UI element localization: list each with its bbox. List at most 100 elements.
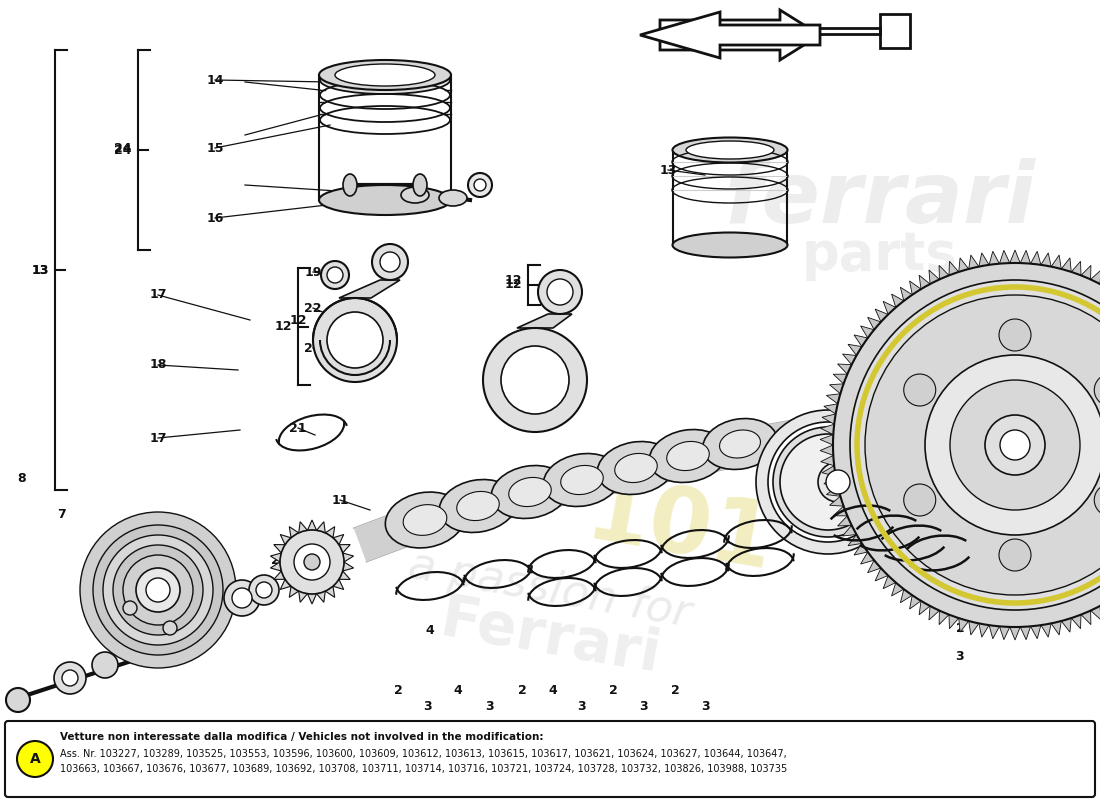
Polygon shape (307, 520, 317, 530)
Polygon shape (829, 496, 844, 506)
Polygon shape (343, 562, 353, 571)
Polygon shape (517, 314, 572, 328)
Ellipse shape (703, 418, 778, 470)
Polygon shape (854, 543, 868, 555)
Ellipse shape (439, 479, 517, 533)
Circle shape (80, 512, 236, 668)
Text: 3: 3 (640, 699, 648, 713)
Polygon shape (317, 591, 326, 602)
Polygon shape (1000, 250, 1010, 264)
Text: 2: 2 (956, 622, 965, 634)
Polygon shape (920, 275, 931, 289)
Circle shape (62, 670, 78, 686)
Polygon shape (969, 255, 979, 269)
Polygon shape (326, 526, 334, 538)
Circle shape (818, 462, 858, 502)
Polygon shape (1041, 623, 1052, 637)
Polygon shape (969, 621, 979, 635)
Circle shape (468, 173, 492, 197)
Circle shape (92, 652, 118, 678)
Polygon shape (910, 595, 921, 609)
Polygon shape (920, 601, 931, 614)
Circle shape (379, 252, 400, 272)
Polygon shape (824, 476, 838, 486)
Polygon shape (930, 270, 939, 284)
Ellipse shape (439, 190, 468, 206)
Ellipse shape (412, 174, 427, 196)
Polygon shape (740, 14, 910, 48)
Polygon shape (930, 606, 939, 620)
Polygon shape (343, 553, 353, 562)
Polygon shape (1052, 621, 1062, 635)
Polygon shape (883, 575, 895, 589)
Text: a passion for: a passion for (405, 544, 695, 636)
Polygon shape (289, 586, 299, 598)
Polygon shape (821, 434, 834, 445)
Circle shape (54, 662, 86, 694)
Polygon shape (989, 625, 1000, 638)
Polygon shape (837, 516, 851, 526)
Polygon shape (1041, 253, 1052, 266)
Text: 13: 13 (659, 163, 676, 177)
Polygon shape (829, 384, 844, 394)
Polygon shape (1081, 266, 1091, 279)
Polygon shape (939, 266, 949, 279)
Circle shape (249, 575, 279, 605)
Polygon shape (826, 486, 840, 496)
Polygon shape (307, 594, 317, 604)
Ellipse shape (508, 478, 551, 506)
Circle shape (547, 279, 573, 305)
Polygon shape (274, 571, 285, 579)
Polygon shape (1010, 250, 1020, 263)
Polygon shape (1031, 251, 1041, 265)
Ellipse shape (404, 505, 447, 535)
Circle shape (833, 263, 1100, 627)
Ellipse shape (686, 141, 774, 159)
Circle shape (113, 545, 204, 635)
Polygon shape (1081, 610, 1091, 625)
Text: 2: 2 (394, 683, 403, 697)
Polygon shape (822, 414, 836, 424)
Ellipse shape (719, 430, 760, 458)
Circle shape (148, 580, 168, 600)
Text: 25: 25 (272, 554, 288, 566)
Polygon shape (821, 424, 834, 434)
Polygon shape (860, 326, 875, 338)
Text: 3: 3 (578, 699, 586, 713)
Text: 3: 3 (956, 650, 965, 662)
Text: 13: 13 (31, 263, 48, 277)
Circle shape (1094, 484, 1100, 516)
Circle shape (756, 410, 900, 554)
Circle shape (280, 530, 344, 594)
Polygon shape (959, 618, 969, 632)
Text: ferrari: ferrari (725, 158, 1035, 242)
Polygon shape (876, 568, 888, 581)
Circle shape (138, 570, 178, 610)
Polygon shape (848, 344, 862, 355)
Polygon shape (333, 579, 343, 590)
Polygon shape (901, 287, 912, 301)
Polygon shape (646, 438, 704, 485)
Polygon shape (1020, 250, 1031, 264)
Polygon shape (274, 545, 285, 553)
Polygon shape (280, 579, 292, 590)
Circle shape (123, 555, 192, 625)
Ellipse shape (672, 138, 788, 162)
Polygon shape (339, 571, 350, 579)
Circle shape (500, 346, 569, 414)
Circle shape (372, 244, 408, 280)
Polygon shape (868, 560, 881, 573)
Text: 6: 6 (113, 549, 122, 562)
Polygon shape (939, 610, 949, 625)
Ellipse shape (319, 185, 451, 215)
Circle shape (999, 319, 1031, 351)
Circle shape (904, 484, 936, 516)
Ellipse shape (543, 454, 620, 506)
Text: 24: 24 (114, 142, 132, 154)
Polygon shape (280, 534, 292, 545)
Polygon shape (860, 552, 875, 564)
Ellipse shape (492, 466, 569, 518)
Text: 3: 3 (424, 699, 432, 713)
Polygon shape (333, 534, 343, 545)
Circle shape (950, 380, 1080, 510)
